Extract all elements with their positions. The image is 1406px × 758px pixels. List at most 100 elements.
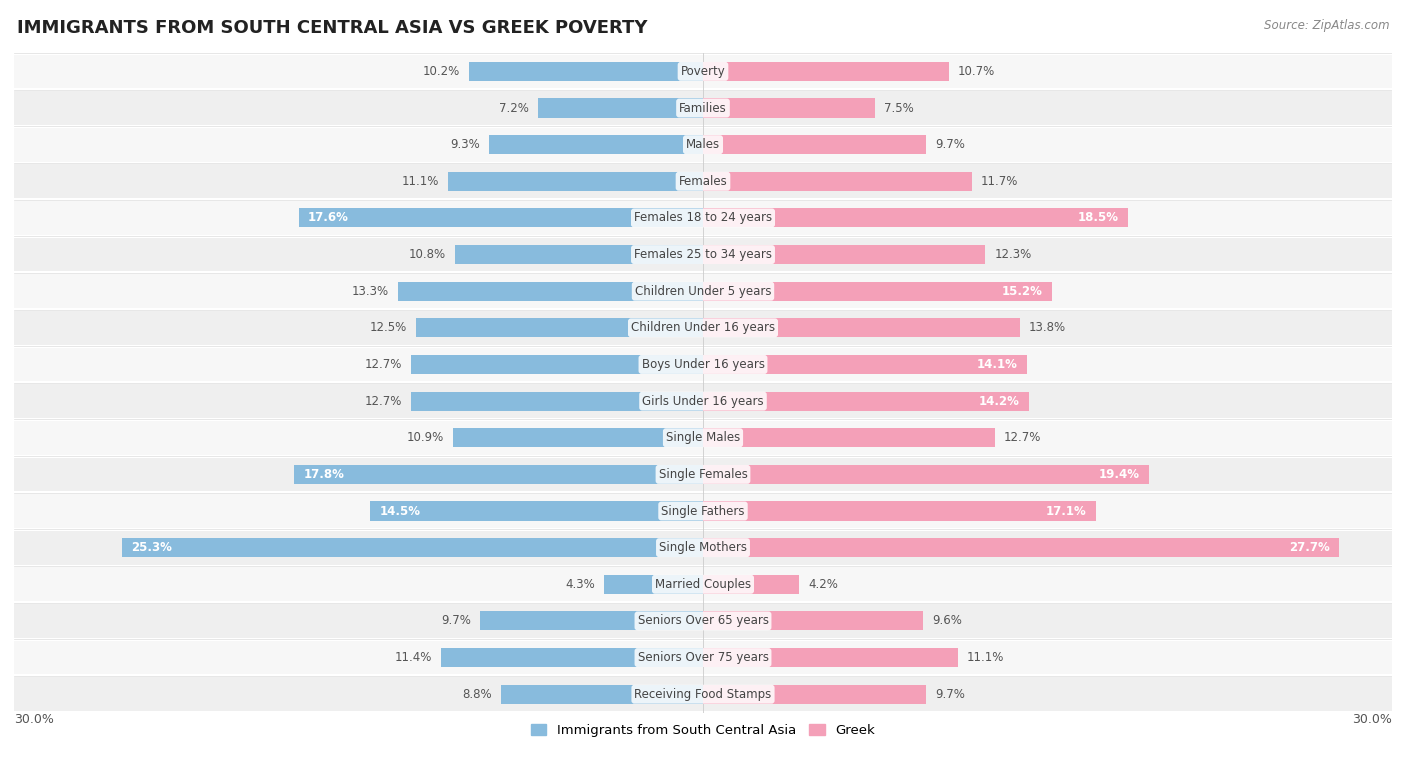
- Bar: [299, 208, 703, 227]
- Text: 10.9%: 10.9%: [406, 431, 443, 444]
- Text: 7.5%: 7.5%: [884, 102, 914, 114]
- Text: 12.7%: 12.7%: [1004, 431, 1042, 444]
- Bar: [14, 274, 1392, 308]
- Bar: [703, 172, 972, 191]
- Bar: [14, 348, 1392, 381]
- Text: 13.8%: 13.8%: [1029, 321, 1066, 334]
- Bar: [14, 568, 1392, 601]
- Text: 19.4%: 19.4%: [1098, 468, 1139, 481]
- Bar: [14, 604, 1392, 637]
- Text: Single Mothers: Single Mothers: [659, 541, 747, 554]
- Bar: [14, 678, 1392, 711]
- Text: Males: Males: [686, 138, 720, 151]
- Text: Families: Families: [679, 102, 727, 114]
- Bar: [412, 355, 703, 374]
- Text: 11.7%: 11.7%: [981, 175, 1018, 188]
- Bar: [703, 538, 1339, 557]
- Bar: [703, 648, 957, 667]
- Text: 14.2%: 14.2%: [979, 395, 1019, 408]
- Bar: [489, 135, 703, 154]
- Text: Poverty: Poverty: [681, 65, 725, 78]
- Text: Source: ZipAtlas.com: Source: ZipAtlas.com: [1264, 19, 1389, 32]
- Text: 17.8%: 17.8%: [304, 468, 344, 481]
- Bar: [14, 164, 1392, 198]
- Bar: [703, 684, 925, 703]
- Bar: [14, 421, 1392, 455]
- Bar: [501, 684, 703, 703]
- Bar: [703, 428, 994, 447]
- Bar: [370, 502, 703, 521]
- Text: 17.6%: 17.6%: [308, 211, 349, 224]
- Text: Single Males: Single Males: [666, 431, 740, 444]
- Bar: [14, 494, 1392, 528]
- Bar: [14, 201, 1392, 235]
- Bar: [537, 99, 703, 117]
- Text: Seniors Over 75 years: Seniors Over 75 years: [637, 651, 769, 664]
- Text: 12.7%: 12.7%: [364, 395, 402, 408]
- Text: 25.3%: 25.3%: [131, 541, 172, 554]
- Text: 9.3%: 9.3%: [450, 138, 481, 151]
- Text: 12.7%: 12.7%: [364, 358, 402, 371]
- Text: Receiving Food Stamps: Receiving Food Stamps: [634, 688, 772, 700]
- Text: 14.1%: 14.1%: [977, 358, 1018, 371]
- Text: Females 25 to 34 years: Females 25 to 34 years: [634, 248, 772, 261]
- Text: 9.7%: 9.7%: [935, 138, 965, 151]
- Bar: [14, 311, 1392, 345]
- Bar: [14, 458, 1392, 491]
- Text: 4.3%: 4.3%: [565, 578, 595, 590]
- Bar: [703, 575, 800, 594]
- Bar: [468, 62, 703, 81]
- Bar: [412, 392, 703, 411]
- Text: 30.0%: 30.0%: [14, 713, 53, 725]
- Text: 17.1%: 17.1%: [1046, 505, 1087, 518]
- Text: 8.8%: 8.8%: [463, 688, 492, 700]
- Bar: [398, 282, 703, 301]
- Text: 9.7%: 9.7%: [441, 615, 471, 628]
- Text: Girls Under 16 years: Girls Under 16 years: [643, 395, 763, 408]
- Text: 18.5%: 18.5%: [1077, 211, 1119, 224]
- Bar: [453, 428, 703, 447]
- Bar: [416, 318, 703, 337]
- Text: 14.5%: 14.5%: [380, 505, 420, 518]
- Text: 10.8%: 10.8%: [409, 248, 446, 261]
- Bar: [605, 575, 703, 594]
- Bar: [14, 531, 1392, 565]
- Bar: [14, 641, 1392, 675]
- Bar: [481, 612, 703, 631]
- Bar: [14, 128, 1392, 161]
- Text: Boys Under 16 years: Boys Under 16 years: [641, 358, 765, 371]
- Text: 4.2%: 4.2%: [808, 578, 838, 590]
- Bar: [703, 612, 924, 631]
- Text: 15.2%: 15.2%: [1002, 285, 1043, 298]
- Bar: [703, 318, 1019, 337]
- Bar: [14, 91, 1392, 125]
- Text: 7.2%: 7.2%: [499, 102, 529, 114]
- Bar: [14, 55, 1392, 88]
- Bar: [441, 648, 703, 667]
- Bar: [703, 62, 949, 81]
- Legend: Immigrants from South Central Asia, Greek: Immigrants from South Central Asia, Gree…: [526, 719, 880, 742]
- Text: 10.7%: 10.7%: [957, 65, 995, 78]
- Text: Children Under 5 years: Children Under 5 years: [634, 285, 772, 298]
- Bar: [14, 384, 1392, 418]
- Bar: [703, 245, 986, 264]
- Bar: [294, 465, 703, 484]
- Text: 27.7%: 27.7%: [1289, 541, 1330, 554]
- Text: Females: Females: [679, 175, 727, 188]
- Text: 10.2%: 10.2%: [422, 65, 460, 78]
- Text: 12.5%: 12.5%: [370, 321, 406, 334]
- Text: 12.3%: 12.3%: [994, 248, 1032, 261]
- Text: 11.1%: 11.1%: [402, 175, 439, 188]
- Bar: [703, 282, 1052, 301]
- Bar: [122, 538, 703, 557]
- Text: 9.7%: 9.7%: [935, 688, 965, 700]
- Text: Females 18 to 24 years: Females 18 to 24 years: [634, 211, 772, 224]
- Text: 9.6%: 9.6%: [932, 615, 963, 628]
- Text: 11.4%: 11.4%: [395, 651, 432, 664]
- Bar: [14, 238, 1392, 271]
- Text: Single Fathers: Single Fathers: [661, 505, 745, 518]
- Bar: [703, 465, 1149, 484]
- Text: Married Couples: Married Couples: [655, 578, 751, 590]
- Text: IMMIGRANTS FROM SOUTH CENTRAL ASIA VS GREEK POVERTY: IMMIGRANTS FROM SOUTH CENTRAL ASIA VS GR…: [17, 19, 647, 37]
- Text: 13.3%: 13.3%: [352, 285, 388, 298]
